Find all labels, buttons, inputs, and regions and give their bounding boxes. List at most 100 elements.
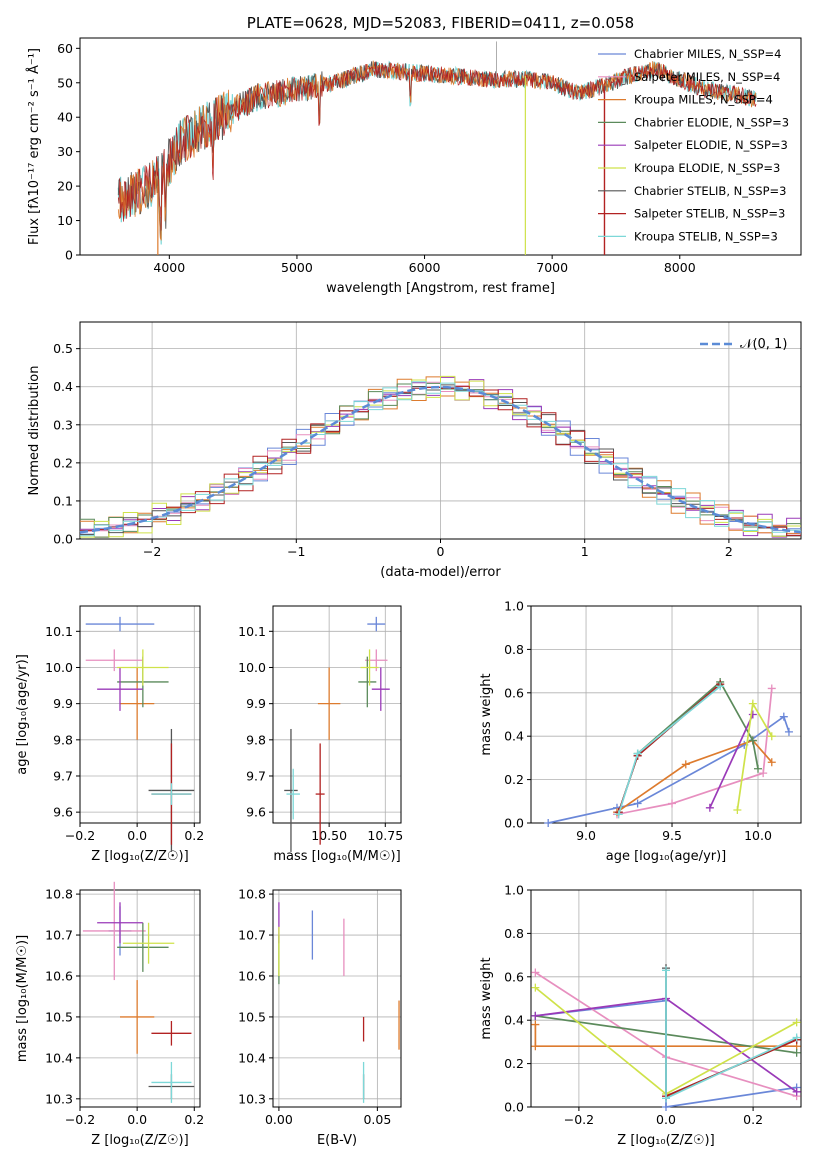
weight-marker-salpeter_elodie — [748, 710, 757, 719]
y-tick-label: 1.0 — [504, 599, 524, 614]
x-tick-label: 0.0 — [127, 1112, 147, 1127]
y-tick-label: 10 — [57, 213, 73, 228]
weight-marker-salpeter_miles — [531, 968, 540, 977]
weight-marker-chabrier_miles — [784, 727, 793, 736]
mass_vs_ebv-panel: 0.00 0.05 10.3 10.4 10.5 10.6 10.7 10.8 E(B-V) — [238, 887, 402, 1148]
y-tick-label: 10.5 — [238, 1009, 266, 1024]
y-tick-label: 0.0 — [504, 816, 524, 831]
y-tick-label: 0.4 — [53, 379, 73, 394]
x-tick-label: 0.0 — [656, 1112, 676, 1127]
y-tick-label: 10.1 — [238, 624, 266, 639]
y-tick-label: 50 — [57, 75, 73, 90]
weight-line-salpeter_miles — [616, 688, 773, 816]
legend-entry: Chabrier ELODIE, N_SSP=3 — [634, 115, 789, 129]
y-tick-label: 0.5 — [53, 341, 73, 356]
x-axis-label: (data-model)/error — [380, 565, 501, 580]
weight-marker-kroupa_stelib — [633, 749, 642, 758]
x-tick-label: 0 — [437, 544, 445, 559]
y-axis-label: age [log₁₀(age/yr)] — [15, 654, 30, 775]
y-tick-label: 0.0 — [53, 532, 73, 547]
y-axis-label: mass [log₁₀(M/M☉)] — [15, 935, 30, 1062]
legend-entry: Salpeter MILES, N_SSP=4 — [634, 70, 780, 84]
weight-marker-salpeter_elodie — [531, 1011, 540, 1020]
plot-frame — [272, 605, 402, 824]
y-tick-label: 10.8 — [45, 887, 73, 902]
weight-line-salpeter_elodie — [709, 714, 754, 809]
y-tick-label: 0.6 — [504, 685, 524, 700]
x-tick-label: 10.50 — [311, 828, 347, 843]
y-tick-label: 20 — [57, 179, 73, 194]
weight-marker-kroupa_stelib — [716, 682, 725, 691]
x-tick-label: 2 — [725, 544, 733, 559]
y-tick-label: 0.0 — [504, 1100, 524, 1115]
weight-marker-kroupa_elodie — [767, 732, 776, 741]
weight-marker-chabrier_elodie — [792, 1048, 801, 1057]
y-axis-label: Normed distribution — [27, 366, 42, 496]
mass_vs_Z-panel: −0.2 0.0 0.2 10.3 10.4 10.5 10.6 10.7 10.8 Z [log… — [15, 881, 204, 1148]
y-tick-label: 0.3 — [53, 417, 73, 432]
plot-frame — [79, 605, 201, 824]
weight-marker-kroupa_elodie — [748, 699, 757, 708]
y-tick-label: 0.2 — [53, 455, 73, 470]
y-tick-label: 0.8 — [504, 642, 524, 657]
plot-frame — [530, 605, 802, 824]
x-axis-label: mass [log₁₀(M/M☉)] — [273, 849, 400, 864]
y-tick-label: 10.8 — [238, 887, 266, 902]
y-tick-label: 1.0 — [504, 883, 524, 898]
x-tick-label: 0.2 — [743, 1112, 763, 1127]
weight-marker-salpeter_miles — [668, 799, 677, 808]
y-tick-label: 9.9 — [53, 696, 73, 711]
x-tick-label: 0.00 — [265, 1112, 293, 1127]
weight-marker-kroupa_miles — [531, 1042, 540, 1051]
y-tick-label: 10.7 — [238, 928, 266, 943]
weight-line-chabrier_miles — [548, 715, 790, 824]
weight-marker-chabrier_miles — [633, 799, 642, 808]
x-tick-label: 4000 — [153, 260, 185, 275]
y-tick-label: 60 — [57, 41, 73, 56]
normal-curve — [79, 385, 802, 534]
chart-title: PLATE=0628, MJD=52083, FIBERID=0411, z=0… — [247, 14, 634, 32]
weight-marker-salpeter_miles — [767, 684, 776, 693]
weight-marker-kroupa_miles — [531, 1020, 540, 1029]
weight-line-chabrier_elodie — [637, 680, 759, 769]
legend-entry: Kroupa MILES, N_SSP=4 — [634, 93, 773, 107]
y-tick-label: 9.7 — [53, 768, 73, 783]
x-tick-label: 0.2 — [184, 1112, 204, 1127]
x-tick-label: 0.05 — [363, 1112, 391, 1127]
legend-entry: Salpeter STELIB, N_SSP=3 — [634, 207, 785, 221]
x-tick-label: 5000 — [281, 260, 313, 275]
weight-marker-kroupa_miles — [681, 760, 690, 769]
age_vs_mass-panel: 10.50 10.75 9.6 9.7 9.8 9.9 10.0 10.1 mass [log₁… — [238, 605, 403, 864]
plot-frame — [79, 37, 802, 256]
y-axis-label: mass weight — [479, 673, 494, 755]
weight-marker-kroupa_stelib — [662, 1094, 670, 1103]
y-tick-label: 10.3 — [45, 1091, 73, 1106]
spectrum-panel: 4000 5000 6000 7000 8000 0 10 20 30 40 50 60 wavelen… — [26, 14, 802, 296]
plot-frame — [79, 889, 201, 1108]
x-tick-label: 9.5 — [662, 828, 682, 843]
weight-marker-salpeter_elodie — [792, 1087, 801, 1096]
y-tick-label: 10.0 — [45, 660, 73, 675]
y-tick-label: 9.6 — [246, 805, 266, 820]
legend-entry: Salpeter ELODIE, N_SSP=3 — [634, 138, 788, 152]
y-tick-label: 9.8 — [246, 732, 266, 747]
weight-marker-salpeter_miles — [759, 769, 768, 778]
weight-line-kroupa_miles — [616, 739, 773, 813]
y-tick-label: 9.9 — [246, 696, 266, 711]
weight-marker-kroupa_miles — [767, 758, 776, 767]
weight-marker-kroupa_elodie — [733, 805, 742, 814]
x-axis-label: Z [log₁₀(Z/Z☉)] — [91, 849, 188, 864]
weight-line-kroupa_stelib — [665, 970, 797, 1100]
y-tick-label: 0.6 — [504, 969, 524, 984]
plot-frame — [272, 889, 402, 1108]
x-axis-label: wavelength [Angstrom, rest frame] — [326, 281, 555, 296]
age_vs_Z-panel: −0.2 0.0 0.2 9.6 9.7 9.8 9.9 10.0 10.1 Z [log₁₀(Z… — [15, 605, 204, 864]
x-tick-label: −2 — [143, 544, 161, 559]
y-axis-label: Flux [fλ10⁻¹⁷ erg cm⁻² s⁻¹ Å⁻¹] — [26, 48, 42, 245]
x-axis-label: E(B-V) — [317, 1133, 357, 1148]
y-tick-label: 40 — [57, 110, 73, 125]
x-tick-label: −0.2 — [65, 1112, 95, 1127]
y-tick-label: 10.6 — [238, 968, 266, 983]
weight_vs_age-panel: 9.0 9.5 10.0 0.0 0.2 0.4 0.6 0.8 1.0 age [log₁₀(a… — [479, 599, 802, 864]
y-tick-label: 9.6 — [53, 805, 73, 820]
